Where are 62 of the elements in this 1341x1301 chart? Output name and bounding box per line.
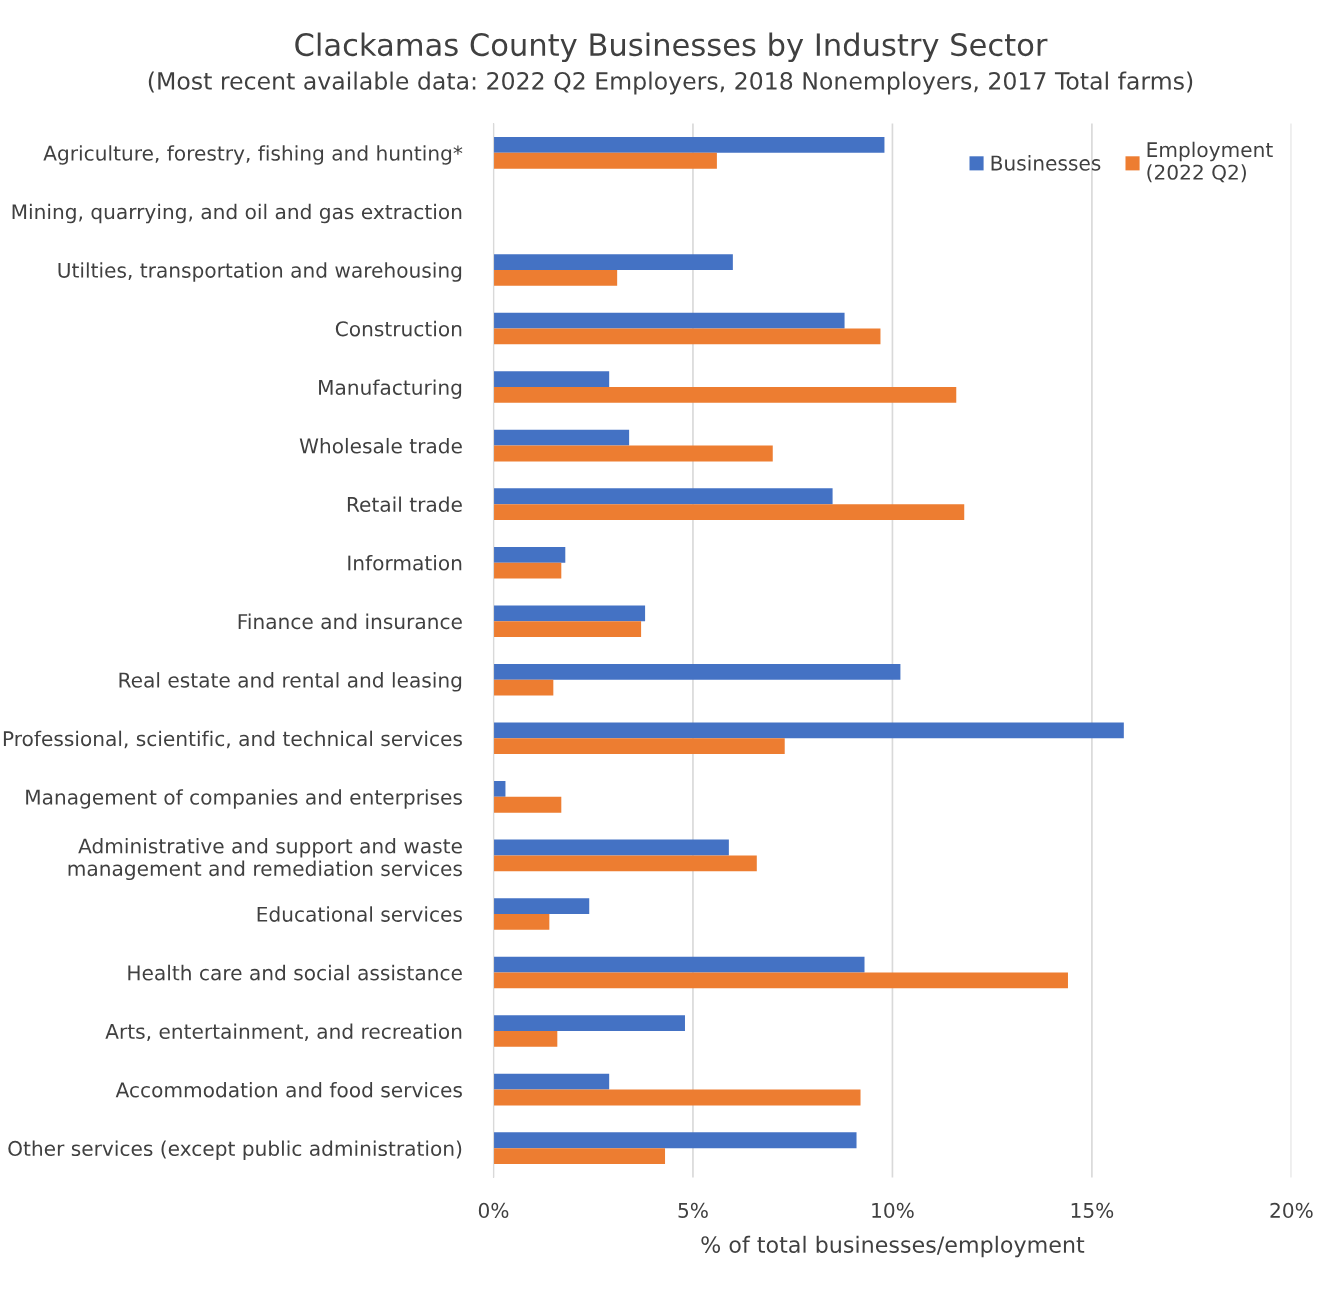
y-tick-label: Administrative and support and waste management and remediation services — [68, 838, 462, 881]
y-tick-label: Information — [348, 555, 462, 571]
legend-label: Employment (2022 Q2) — [1147, 141, 1273, 183]
bar — [493, 445, 773, 462]
y-tick-label: Mining, quarrying, and oil and gas extraction — [12, 203, 462, 224]
bar — [493, 722, 1124, 739]
bar — [493, 152, 717, 169]
y-tick-label: Accommodation and food services — [115, 1081, 462, 1098]
bar — [493, 839, 729, 856]
bar — [493, 796, 562, 813]
y-tick-label: Construction — [335, 320, 462, 337]
bar — [493, 1031, 558, 1047]
bar — [493, 781, 506, 797]
bar — [493, 972, 1068, 989]
y-tick-label: Retail trade — [347, 496, 462, 513]
y-tick-label: Wholesale trade — [299, 437, 462, 454]
bar — [493, 312, 845, 329]
legend-label: Businesses — [991, 155, 1101, 171]
bar — [493, 1073, 610, 1090]
bar — [493, 621, 642, 638]
x-tick-label: 5% — [678, 1202, 708, 1218]
bar — [493, 137, 885, 153]
bar — [493, 504, 965, 520]
bar — [493, 328, 881, 345]
y-tick-label: Utilties, transportation and warehousing — [58, 262, 462, 282]
y-tick-label: Real estate and rental and leasing — [119, 672, 462, 692]
y-tick-label: Professional, scientific, and technical services — [3, 730, 462, 749]
bar — [493, 562, 562, 579]
x-tick-label: 10% — [872, 1202, 914, 1218]
bar — [493, 1089, 861, 1106]
y-tick-label: Arts, entertainment, and recreation — [105, 1023, 462, 1042]
bar — [493, 663, 901, 680]
y-tick-label: Finance and insurance — [238, 613, 462, 630]
y-tick-label: Health care and social assistance — [128, 964, 462, 981]
bar — [493, 1015, 685, 1032]
y-tick-label: Other services (except public administration) — [8, 1140, 462, 1160]
chart-title: Clackamas County Businesses by Industry Sector — [295, 32, 1048, 63]
bar — [493, 254, 733, 270]
x-tick-label: 0% — [478, 1202, 509, 1218]
bar — [493, 371, 610, 388]
bar — [493, 738, 785, 755]
bar — [493, 269, 618, 286]
y-tick-label: Management of companies and enterprises — [26, 789, 462, 809]
bar — [493, 913, 550, 930]
bar — [493, 605, 646, 622]
bar — [493, 855, 757, 872]
x-axis-title: % of total businesses/employment — [701, 1235, 1085, 1258]
bar — [493, 429, 630, 446]
bar — [493, 1148, 666, 1164]
bar — [493, 387, 957, 403]
y-tick-label: Educational services — [257, 906, 462, 922]
bar — [493, 546, 566, 563]
bar — [493, 898, 590, 914]
bar — [493, 956, 865, 973]
y-tick-label: Manufacturing — [319, 379, 462, 399]
y-tick-label: Agriculture, forestry, fishing and hunting* — [43, 145, 463, 165]
bar — [493, 679, 554, 696]
chart-subtitle: (Most recent available data: 2022 Q2 Employers, 2018 Nonemployers, 2017 Total farms) — [148, 71, 1193, 95]
bar — [493, 1132, 857, 1149]
x-tick-label: 15% — [1071, 1202, 1114, 1218]
bar — [493, 488, 833, 505]
x-tick-label: 20% — [1270, 1202, 1313, 1218]
